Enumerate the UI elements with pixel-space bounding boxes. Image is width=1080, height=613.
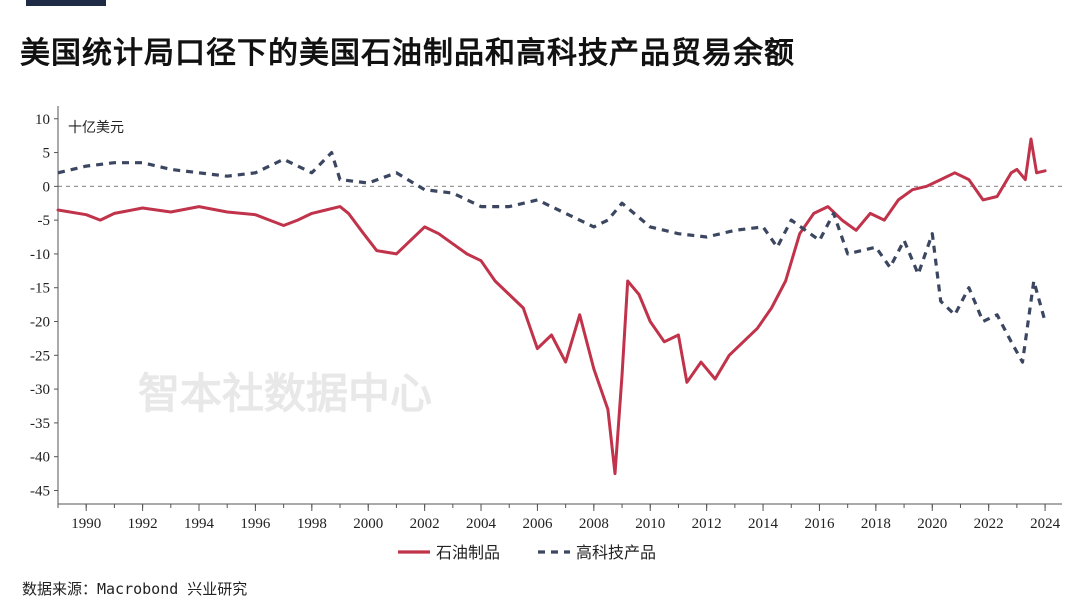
series-line-petroleum <box>56 137 1047 476</box>
y-tick-label: 10 <box>35 112 50 128</box>
x-tick-label: 2006 <box>522 516 553 532</box>
x-tick-label: 2018 <box>861 516 891 532</box>
series-line-hightech <box>57 151 1047 364</box>
page-title: 美国统计局口径下的美国石油制品和高科技产品贸易余额 <box>20 36 795 71</box>
x-tick-label: 1990 <box>71 516 101 532</box>
y-tick-label: 5 <box>43 146 51 162</box>
x-tick-label: 2004 <box>466 516 497 532</box>
y-tick-label: -35 <box>30 416 50 432</box>
y-tick-label: -15 <box>30 281 50 297</box>
title-accent-bar <box>26 0 106 6</box>
y-tick-label: -10 <box>30 247 50 263</box>
x-tick-label: 2008 <box>579 516 609 532</box>
x-tick-label: 2002 <box>410 516 440 532</box>
y-tick-label: -20 <box>30 315 50 331</box>
y-tick-label: 0 <box>43 179 51 195</box>
x-tick-label: 2016 <box>804 516 835 532</box>
watermark-text: 智本社数据中心 <box>138 369 432 418</box>
source-note: 数据来源：Macrobond 兴业研究 <box>22 580 248 598</box>
y-tick-label: -30 <box>30 382 50 398</box>
y-tick-label: -40 <box>30 450 50 466</box>
x-tick-label: 2020 <box>917 516 947 532</box>
x-tick-label: 1994 <box>184 516 215 532</box>
x-tick-label: 2022 <box>974 516 1004 532</box>
y-tick-label: -45 <box>30 483 50 499</box>
x-tick-label: 2010 <box>635 516 665 532</box>
y-tick-label: -5 <box>38 213 51 229</box>
x-tick-label: 1998 <box>297 516 327 532</box>
legend-label-hightech: 高科技产品 <box>576 543 656 562</box>
x-tick-label: 2000 <box>353 516 383 532</box>
x-tick-label: 1992 <box>128 516 158 532</box>
x-tick-label: 2024 <box>1030 516 1061 532</box>
x-tick-label: 2012 <box>692 516 722 532</box>
legend-label-petroleum: 石油制品 <box>436 543 500 562</box>
unit-label: 十亿美元 <box>68 120 124 136</box>
x-tick-label: 2014 <box>748 516 779 532</box>
x-tick-label: 1996 <box>240 516 271 532</box>
y-tick-label: -25 <box>30 348 50 364</box>
